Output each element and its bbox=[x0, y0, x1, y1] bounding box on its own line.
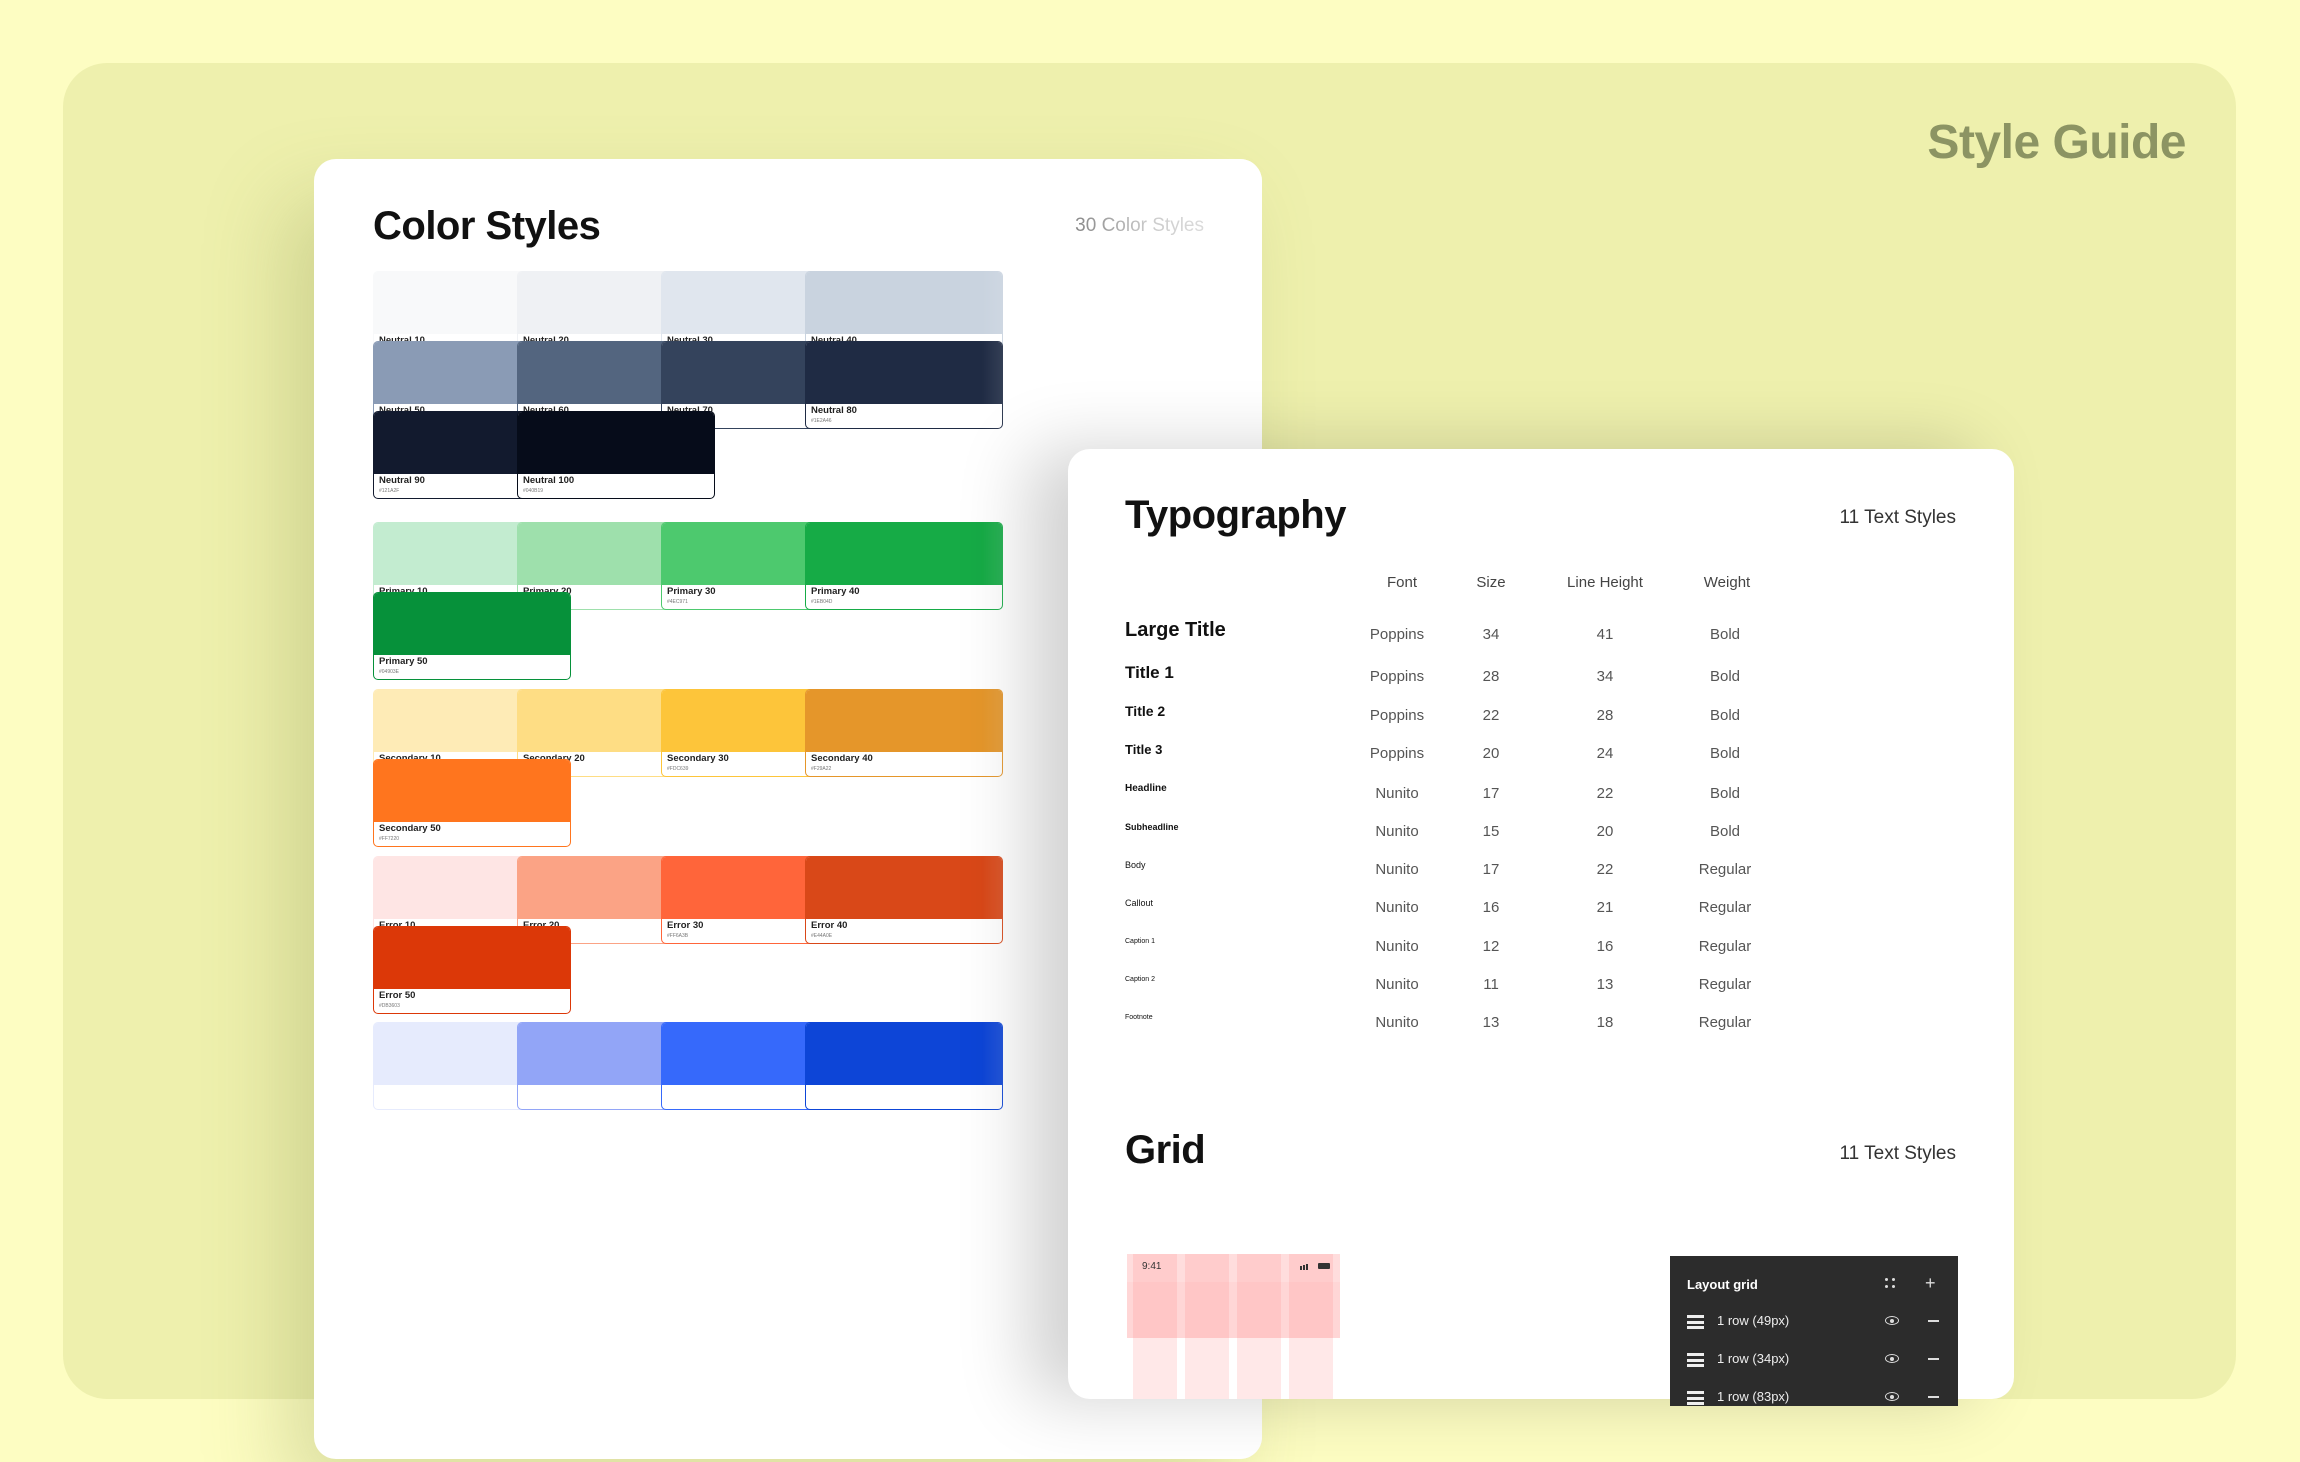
swatch-name: Error 50 bbox=[379, 990, 416, 1001]
swatch-name: Primary 30 bbox=[667, 586, 716, 597]
swatch-hex: #04903E bbox=[379, 669, 400, 675]
swatch-hex: #E44A0E bbox=[811, 933, 833, 939]
swatch-hex: #1E2A46 bbox=[811, 418, 832, 424]
swatch-color-chip bbox=[374, 593, 570, 655]
swatch-hex: #4EC971 bbox=[667, 599, 688, 605]
swatch-hex: #F29A22 bbox=[811, 766, 832, 772]
color-swatch[interactable]: Error 40 #E44A0E bbox=[805, 856, 1003, 944]
swatch-name: Primary 50 bbox=[379, 656, 428, 667]
swatch-name: Neutral 50 bbox=[379, 405, 425, 416]
swatch-hex: #DB3603 bbox=[379, 1003, 400, 1009]
swatch-name: Neutral 40 bbox=[811, 335, 857, 346]
swatch-color-chip bbox=[806, 857, 1002, 919]
swatch-color-chip bbox=[806, 690, 1002, 752]
color-styles-title: Color Styles bbox=[373, 204, 601, 248]
swatch-name: Neutral 80 bbox=[811, 405, 857, 416]
swatch-name: Secondary 50 bbox=[379, 823, 441, 834]
color-swatch[interactable]: Primary 40 #1EB04D bbox=[805, 522, 1003, 610]
swatch-hex: #1EB04D bbox=[811, 599, 833, 605]
swatch-color-chip bbox=[518, 412, 714, 474]
color-swatch[interactable] bbox=[805, 1022, 1003, 1110]
swatch-name: Neutral 70 bbox=[667, 405, 713, 416]
swatch-color-chip bbox=[806, 1023, 1002, 1085]
color-styles-count: 30 Color Styles bbox=[1075, 215, 1204, 236]
color-swatch[interactable]: Error 50 #DB3603 bbox=[373, 926, 571, 1014]
swatch-hex: #FF6A3B bbox=[667, 933, 689, 939]
swatch-name: Secondary 20 bbox=[523, 753, 585, 764]
swatch-name: Neutral 30 bbox=[667, 335, 713, 346]
swatch-name: Neutral 10 bbox=[379, 335, 425, 346]
color-swatch[interactable]: Secondary 40 #F29A22 bbox=[805, 689, 1003, 777]
swatch-name: Secondary 40 bbox=[811, 753, 873, 764]
swatch-name: Error 20 bbox=[523, 920, 559, 931]
swatch-name: Secondary 30 bbox=[667, 753, 729, 764]
swatch-name: Primary 10 bbox=[379, 586, 428, 597]
swatch-hex: #FDC639 bbox=[667, 766, 689, 772]
swatch-color-chip bbox=[806, 523, 1002, 585]
color-swatch[interactable]: Neutral 100 #040B19 bbox=[517, 411, 715, 499]
swatch-hex: #121A2F bbox=[379, 488, 400, 494]
swatch-name: Neutral 90 bbox=[379, 475, 425, 486]
swatch-name: Error 40 bbox=[811, 920, 848, 931]
swatch-name: Error 10 bbox=[379, 920, 415, 931]
swatch-color-chip bbox=[374, 927, 570, 989]
typography-panel bbox=[1068, 449, 2014, 1399]
swatch-hex: #FF7220 bbox=[379, 836, 400, 842]
swatch-name: Primary 20 bbox=[523, 586, 572, 597]
swatch-color-chip bbox=[806, 342, 1002, 404]
swatch-name: Neutral 60 bbox=[523, 405, 569, 416]
swatch-name: Neutral 20 bbox=[523, 335, 569, 346]
color-swatch[interactable]: Secondary 50 #FF7220 bbox=[373, 759, 571, 847]
swatch-hex: #040B19 bbox=[523, 488, 544, 494]
brand-title: Style Guide bbox=[1927, 116, 2186, 169]
swatch-name: Neutral 100 bbox=[523, 475, 575, 486]
swatch-name: Error 30 bbox=[667, 920, 704, 931]
swatch-name: Secondary 10 bbox=[379, 753, 441, 764]
swatch-color-chip bbox=[374, 760, 570, 822]
swatch-color-chip bbox=[806, 272, 1002, 334]
color-swatch[interactable]: Primary 50 #04903E bbox=[373, 592, 571, 680]
color-swatch[interactable]: Neutral 80 #1E2A46 bbox=[805, 341, 1003, 429]
swatch-name: Primary 40 bbox=[811, 586, 860, 597]
